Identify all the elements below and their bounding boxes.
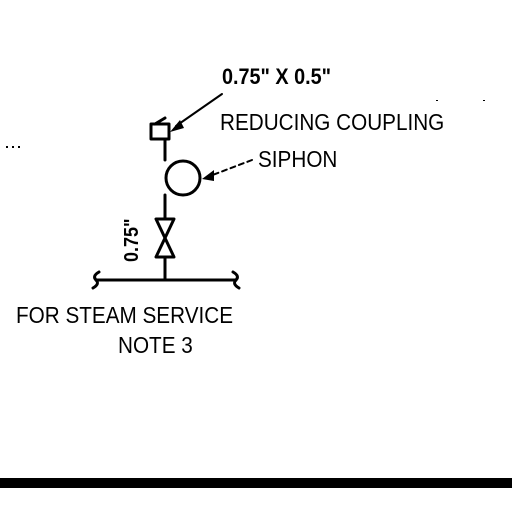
scan-dot bbox=[483, 100, 485, 101]
header-break-right bbox=[231, 270, 241, 290]
scan-dot bbox=[436, 100, 438, 101]
siphon-label: SIPHON bbox=[258, 146, 338, 172]
reducing-coupling-label: REDUCING COUPLING bbox=[220, 109, 445, 135]
pipe-size-label: 0.75" bbox=[121, 218, 143, 262]
siphon-icon bbox=[164, 159, 202, 197]
leader-coupling-arrowhead bbox=[170, 120, 184, 132]
service-label: FOR STEAM SERVICE bbox=[16, 302, 234, 328]
note-label: NOTE 3 bbox=[118, 332, 193, 358]
fitting-size-label: 0.75" X 0.5" bbox=[222, 64, 332, 89]
scan-dot bbox=[6, 146, 8, 148]
isolation-valve-icon bbox=[154, 217, 176, 259]
coupling-connector bbox=[153, 116, 167, 126]
scan-dot bbox=[12, 146, 14, 148]
scan-dot bbox=[18, 146, 20, 148]
header-break-left bbox=[91, 270, 101, 290]
bottom-rule bbox=[0, 478, 512, 488]
leader-siphon bbox=[209, 159, 253, 177]
leader-siphon-arrowhead bbox=[202, 170, 214, 181]
leader-coupling bbox=[175, 93, 223, 127]
reducing-coupling-icon bbox=[149, 122, 171, 141]
